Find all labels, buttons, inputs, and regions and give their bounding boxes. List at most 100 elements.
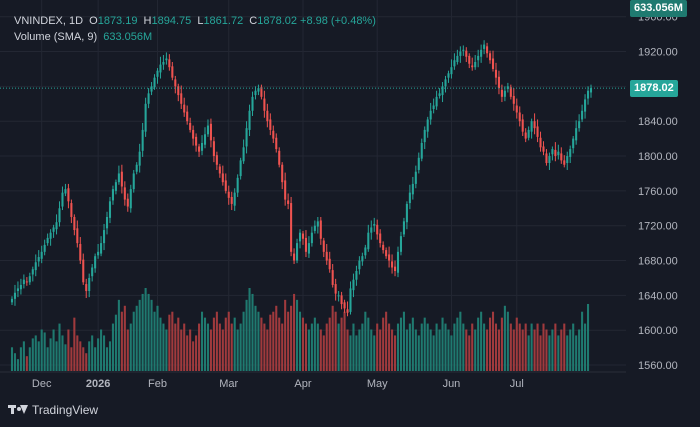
- volume-bar: [396, 323, 400, 371]
- volume-bar: [352, 323, 355, 371]
- candle-body: [58, 208, 61, 223]
- candle-body: [215, 155, 218, 165]
- candle-body: [370, 227, 373, 233]
- tradingview-logo-icon: [8, 404, 28, 416]
- candle-body: [337, 295, 340, 297]
- volume-bar: [411, 317, 414, 371]
- candle-body: [209, 123, 212, 141]
- low-value: 1861.72: [203, 15, 244, 27]
- volume-bar: [494, 323, 498, 371]
- candle-body: [310, 232, 313, 244]
- volume-bar: [79, 341, 82, 371]
- volume-bar: [28, 347, 31, 371]
- volume-bar: [379, 329, 382, 371]
- volume-bar: [117, 299, 120, 371]
- volume-bar: [391, 329, 394, 371]
- volume-bar: [114, 314, 117, 371]
- candle-body: [105, 216, 109, 229]
- volume-bar: [399, 317, 403, 371]
- candle-body: [358, 260, 361, 270]
- candle-body: [22, 279, 25, 285]
- candle-body: [100, 243, 103, 254]
- candle-body: [307, 243, 310, 254]
- volume-bar: [192, 341, 195, 371]
- price-tick-label: 1920.00: [638, 47, 678, 59]
- candle-body: [168, 59, 171, 68]
- volume-bar: [198, 323, 201, 371]
- volume-bar: [94, 347, 97, 371]
- volume-bar: [325, 323, 328, 371]
- candle-body: [557, 151, 560, 156]
- volume-bar: [64, 344, 67, 371]
- volume-bar: [322, 335, 325, 371]
- candle-body: [435, 96, 438, 107]
- volume-bar: [444, 323, 447, 371]
- candle-body: [521, 119, 524, 132]
- volume-bar: [58, 323, 61, 371]
- volume-bar: [135, 305, 138, 371]
- volume-bar: [296, 299, 299, 371]
- volume-bar: [331, 305, 334, 371]
- price-tick-label: 1800.00: [638, 151, 678, 163]
- volume-indicator-label[interactable]: Volume (SMA, 9): [14, 31, 98, 43]
- volume-bar: [55, 341, 58, 371]
- symbol-label[interactable]: VNINDEX, 1D: [14, 15, 84, 27]
- time-tick-label: Feb: [148, 378, 167, 390]
- candle-body: [82, 259, 85, 283]
- candle-body: [37, 257, 40, 262]
- candle-body: [420, 142, 423, 159]
- volume-bar: [105, 347, 109, 371]
- volume-bar: [536, 323, 539, 371]
- candle-body: [227, 191, 230, 198]
- candle-body: [396, 251, 400, 273]
- volume-legend-row: Volume (SMA, 9) 633.056M: [14, 29, 376, 45]
- volume-bar: [22, 341, 25, 371]
- volume-bar: [435, 323, 438, 371]
- volume-bar: [218, 323, 221, 371]
- volume-bar: [474, 329, 477, 371]
- volume-bar: [34, 335, 37, 371]
- volume-bar: [177, 317, 180, 371]
- candle-body: [275, 137, 278, 150]
- volume-bar: [402, 311, 405, 371]
- candle-body: [218, 166, 221, 174]
- volume-bar: [385, 311, 388, 371]
- candle-body: [67, 188, 70, 202]
- volume-bar: [242, 311, 245, 371]
- last-volume-tag: 633.056M: [630, 0, 687, 17]
- time-axis[interactable]: Dec 2026 Feb Mar Apr May Jun Jul: [32, 378, 524, 390]
- candle-body: [192, 129, 195, 139]
- volume-bar: [19, 347, 22, 371]
- candle-body: [515, 105, 518, 113]
- candle-body: [334, 284, 337, 294]
- candle-body: [491, 58, 495, 69]
- volume-bar: [539, 335, 542, 371]
- tradingview-branding[interactable]: TradingView: [8, 403, 98, 417]
- volume-bar: [361, 323, 364, 371]
- volume-bar: [13, 353, 17, 371]
- volume-bar: [527, 335, 530, 371]
- volume-bar: [373, 335, 376, 371]
- candle-body: [533, 121, 536, 129]
- volume-bar: [491, 311, 495, 371]
- candle-body: [180, 93, 183, 104]
- volume-bar: [260, 317, 263, 371]
- volume-bar: [480, 311, 483, 371]
- volume-bar: [343, 311, 346, 371]
- candle-body: [408, 192, 411, 204]
- candle-body: [120, 171, 123, 187]
- candle-body: [474, 61, 477, 68]
- volume-bar: [560, 329, 563, 371]
- volume-bar: [566, 335, 569, 371]
- high-label: H: [143, 15, 152, 27]
- candle-body: [301, 233, 305, 239]
- volume-bar: [233, 317, 236, 371]
- volume-bar: [103, 335, 106, 371]
- candle-body: [233, 192, 236, 206]
- candle-body: [132, 173, 135, 190]
- price-axis[interactable]: 1960.001920.001880.001840.001800.001760.…: [638, 12, 678, 372]
- price-tick-label: 1640.00: [638, 290, 678, 302]
- candle-body: [575, 128, 578, 141]
- candle-body: [560, 153, 563, 161]
